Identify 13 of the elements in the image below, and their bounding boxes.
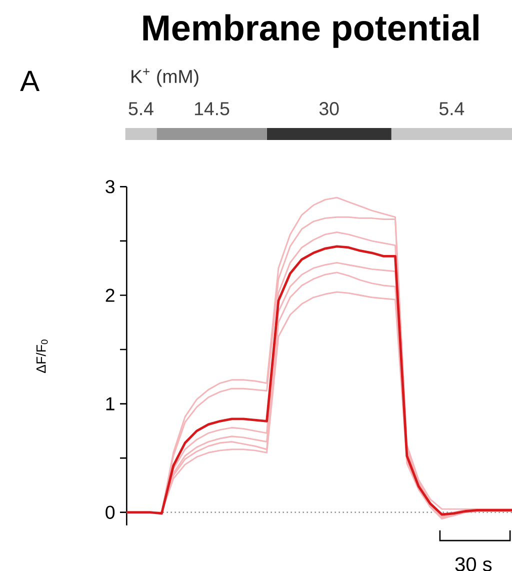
y-axis-title: ΔF/F$_{0}$ — [36, 340, 48, 374]
y-tick-label: 2 — [106, 288, 114, 302]
text: K$^{+}$ (mM) — [132, 68, 198, 87]
chart-title: Membrane potential — [143, 14, 478, 48]
series-label: 5.4 — [128, 102, 154, 116]
series-label: 14.5 — [195, 102, 230, 116]
y-tick-label: 1 — [106, 397, 114, 410]
y-tick-label: 3 — [106, 180, 114, 194]
series-label: 5.4 — [439, 102, 464, 116]
series-label: 30 — [319, 102, 339, 116]
y-tick-label: 0 — [106, 506, 115, 519]
text: A — [20, 70, 40, 92]
text: 30 s — [455, 557, 492, 571]
